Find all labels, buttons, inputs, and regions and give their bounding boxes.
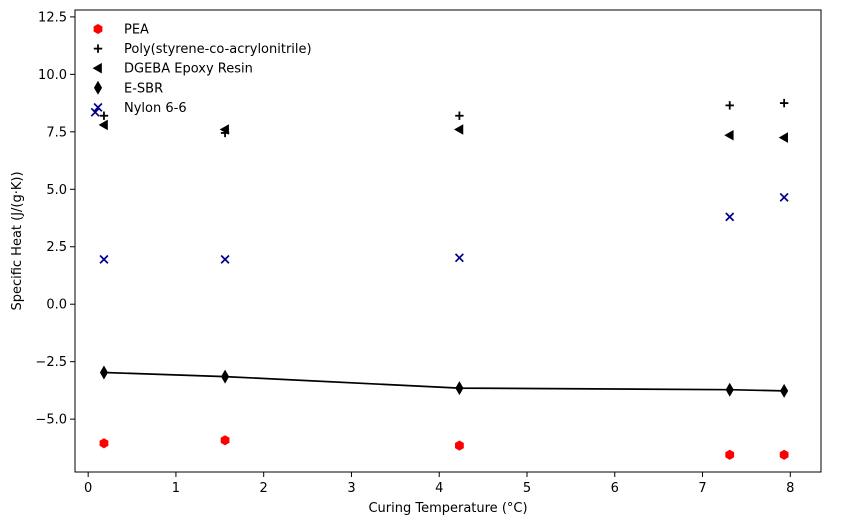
data-point-nylon-6-6 bbox=[99, 254, 109, 264]
data-point-e-sbr bbox=[455, 381, 464, 396]
data-point-dgeba-epoxy-resin bbox=[724, 129, 734, 141]
legend-label-poly-styrene-co-acrylonitrile: Poly(styrene-co-acrylonitrile) bbox=[124, 42, 312, 57]
x-tick-label: 3 bbox=[347, 481, 355, 496]
x-tick-label: 0 bbox=[84, 481, 92, 496]
legend-marker-dgeba-epoxy-resin bbox=[92, 62, 102, 74]
y-tick-label: 2.5 bbox=[46, 240, 67, 255]
y-axis-label: Specific Heat (J/(g·K)) bbox=[10, 171, 25, 310]
y-tick-label: 12.5 bbox=[38, 10, 67, 25]
data-point-poly-styrene-co-acrylonitrile bbox=[725, 101, 734, 110]
plot-frame bbox=[74, 9, 822, 473]
data-point-dgeba-epoxy-resin bbox=[219, 124, 229, 135]
x-tick-label: 4 bbox=[435, 481, 443, 496]
data-point-pea bbox=[779, 449, 789, 460]
y-tick-label: 7.5 bbox=[46, 125, 67, 140]
data-point-pea bbox=[220, 435, 230, 446]
legend-label-dgeba-epoxy-resin: DGEBA Epoxy Resin bbox=[124, 62, 253, 77]
legend-label-e-sbr: E-SBR bbox=[124, 81, 163, 96]
legend-label-pea: PEA bbox=[124, 23, 149, 38]
data-point-e-sbr bbox=[221, 369, 230, 384]
data-point-e-sbr bbox=[99, 365, 109, 380]
chart-marks bbox=[90, 98, 789, 460]
y-tick-label: 5.0 bbox=[46, 183, 67, 198]
x-tick-label: 1 bbox=[172, 481, 180, 496]
data-point-poly-styrene-co-acrylonitrile bbox=[455, 111, 464, 120]
plot-area bbox=[75, 10, 821, 472]
legend-marker-poly-styrene-co-acrylonitrile bbox=[93, 44, 103, 53]
x-tick-label: 8 bbox=[786, 481, 794, 496]
y-tick-label: 10.0 bbox=[38, 68, 67, 83]
data-point-pea bbox=[455, 440, 464, 451]
data-point-nylon-6-6 bbox=[725, 212, 735, 222]
x-tick-label: 7 bbox=[698, 481, 706, 496]
legend-marker-pea bbox=[93, 23, 103, 35]
data-point-nylon-6-6 bbox=[220, 254, 230, 264]
data-point-nylon-6-6 bbox=[90, 107, 100, 117]
legend-marker-nylon-6-6 bbox=[93, 102, 103, 112]
data-point-poly-styrene-co-acrylonitrile bbox=[99, 111, 109, 120]
legend-marker-e-sbr bbox=[93, 80, 103, 95]
data-point-dgeba-epoxy-resin bbox=[454, 124, 464, 135]
data-point-e-sbr bbox=[725, 382, 734, 397]
y-tick-label: 0.0 bbox=[46, 298, 67, 313]
legend: PEA Poly(styrene-co-acrylonitrile) DGEBA E… bbox=[92, 23, 312, 116]
axes: 0 1 2 3 4 5 6 7 8 −5.0 −2.5 0.0 2.5 5.0 7.5 10.0 12.5 bbox=[35, 10, 794, 496]
data-point-poly-styrene-co-acrylonitrile bbox=[779, 98, 789, 108]
data-point-nylon-6-6 bbox=[779, 192, 789, 202]
legend-label-nylon-6-6: Nylon 6-6 bbox=[124, 101, 187, 116]
x-axis-label: Curing Temperature (°C) bbox=[368, 501, 527, 516]
x-tick-label: 2 bbox=[260, 481, 268, 496]
data-point-pea bbox=[99, 438, 109, 449]
x-tick-label: 5 bbox=[523, 481, 531, 496]
data-point-pea bbox=[725, 449, 735, 460]
y-tick-label: −2.5 bbox=[35, 355, 67, 370]
data-point-nylon-6-6 bbox=[454, 253, 464, 263]
x-tick-label: 6 bbox=[611, 481, 619, 496]
y-tick-label: −5.0 bbox=[35, 413, 67, 428]
data-point-dgeba-epoxy-resin bbox=[98, 119, 108, 131]
data-point-e-sbr bbox=[780, 383, 789, 398]
data-point-dgeba-epoxy-resin bbox=[778, 132, 788, 143]
